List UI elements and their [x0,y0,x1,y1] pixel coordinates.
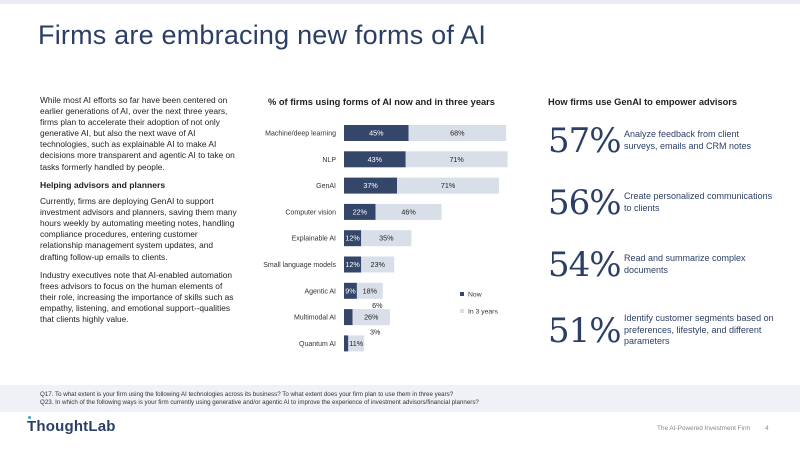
stat-description: Identify customer segments based on pref… [624,313,774,347]
top-border [0,0,800,4]
bar-now [344,282,357,299]
chart-title: % of firms using forms of AI now and in … [268,97,495,107]
page-title: Firms are embracing new forms of AI [38,20,487,50]
category-label: NLP [322,157,336,164]
legend-swatch-now [460,292,464,296]
stat-description: Analyze feedback from client surveys, em… [624,129,752,151]
bar-in-3-years [352,309,390,326]
footnote: Q17. To what extent is your firm using t… [0,385,800,412]
bar-now [344,256,362,273]
category-label: Quantum AI [299,341,336,348]
page-number: 4 [765,425,769,432]
data-label-in-3-years: 68% [450,129,465,138]
logo-dot-icon [28,416,31,419]
bar-now [344,177,398,194]
stat-description: Create personalized communications to cl… [624,191,773,213]
bar-in-3-years [361,256,395,273]
data-label-in-3-years: 35% [379,234,394,243]
data-label-in-3-years: 11% [349,339,363,348]
category-label: Agentic AI [304,288,336,295]
data-label-now: 22% [353,207,368,216]
legend-swatch-in-3-years [460,309,464,313]
logo: ThoughtLab [27,418,116,435]
bar-in-3-years [361,230,412,247]
footnote-q17: Q17. To what extent is your firm using t… [40,391,454,398]
category-label: Machine/deep learning [265,131,336,138]
data-label-now: 45% [369,129,384,138]
section-heading: Helping advisors and planners [40,179,166,190]
stat-percent: 54% [548,245,622,285]
category-label: Small language models [263,262,336,269]
stat-percent: 56% [548,183,622,223]
ai-adoption-chart: Machine/deep learning 45% 68% NLP 43% 71% GenA… [263,125,508,352]
data-label-in-3-years: 71% [449,155,464,164]
bar-in-3-years [356,282,383,299]
advisors-paragraph: Currently, firms are deploying GenAI to … [40,196,237,262]
bar-in-3-years [405,151,508,168]
bar-now [344,230,362,247]
intro-paragraph: While most AI efforts so far have been c… [40,95,235,172]
data-label-now: 43% [368,155,383,164]
report-name: The AI-Powered Investment Firm [657,425,751,432]
bar-in-3-years [397,177,499,194]
category-label: Multimodal AI [294,315,336,322]
automation-paragraph: Industry executives note that AI-enabled… [40,269,234,325]
data-label-now: 12% [345,260,360,269]
legend-label-now: Now [468,292,482,299]
bar-now [344,335,349,352]
data-label-in-3-years: 71% [441,181,456,190]
data-label-now: 6% [372,301,383,310]
stat-percent: 57% [548,121,622,161]
data-label-in-3-years: 46% [401,207,416,216]
legend-label-in-3-years: In 3 years [468,309,498,316]
data-label-in-3-years: 18% [363,286,378,295]
bar-now [344,309,353,326]
data-label-now: 12% [345,234,360,243]
stat-description: Read and summarize complex documents [624,253,746,275]
bar-now [344,151,406,168]
bar-in-3-years [348,335,365,352]
bar-in-3-years [375,203,442,220]
category-label: Computer vision [285,209,336,216]
footnote-q23: Q23. In which of the following ways is y… [40,399,479,407]
data-label-in-3-years: 26% [364,313,379,322]
genai-uses-title: How firms use GenAI to empower advisors [548,97,738,107]
bar-now [344,203,376,220]
data-label-now: 3% [370,327,381,336]
category-label: Explainable AI [292,236,336,243]
left-text-column: While most AI efforts so far have been c… [40,95,238,332]
bar-in-3-years [408,125,507,141]
category-label: GenAI [316,183,336,190]
data-label-in-3-years: 23% [371,260,386,269]
stat-percent: 51% [548,311,622,351]
data-label-now: 37% [363,181,378,190]
bar-now [344,125,409,141]
data-label-now: 9% [345,286,356,295]
